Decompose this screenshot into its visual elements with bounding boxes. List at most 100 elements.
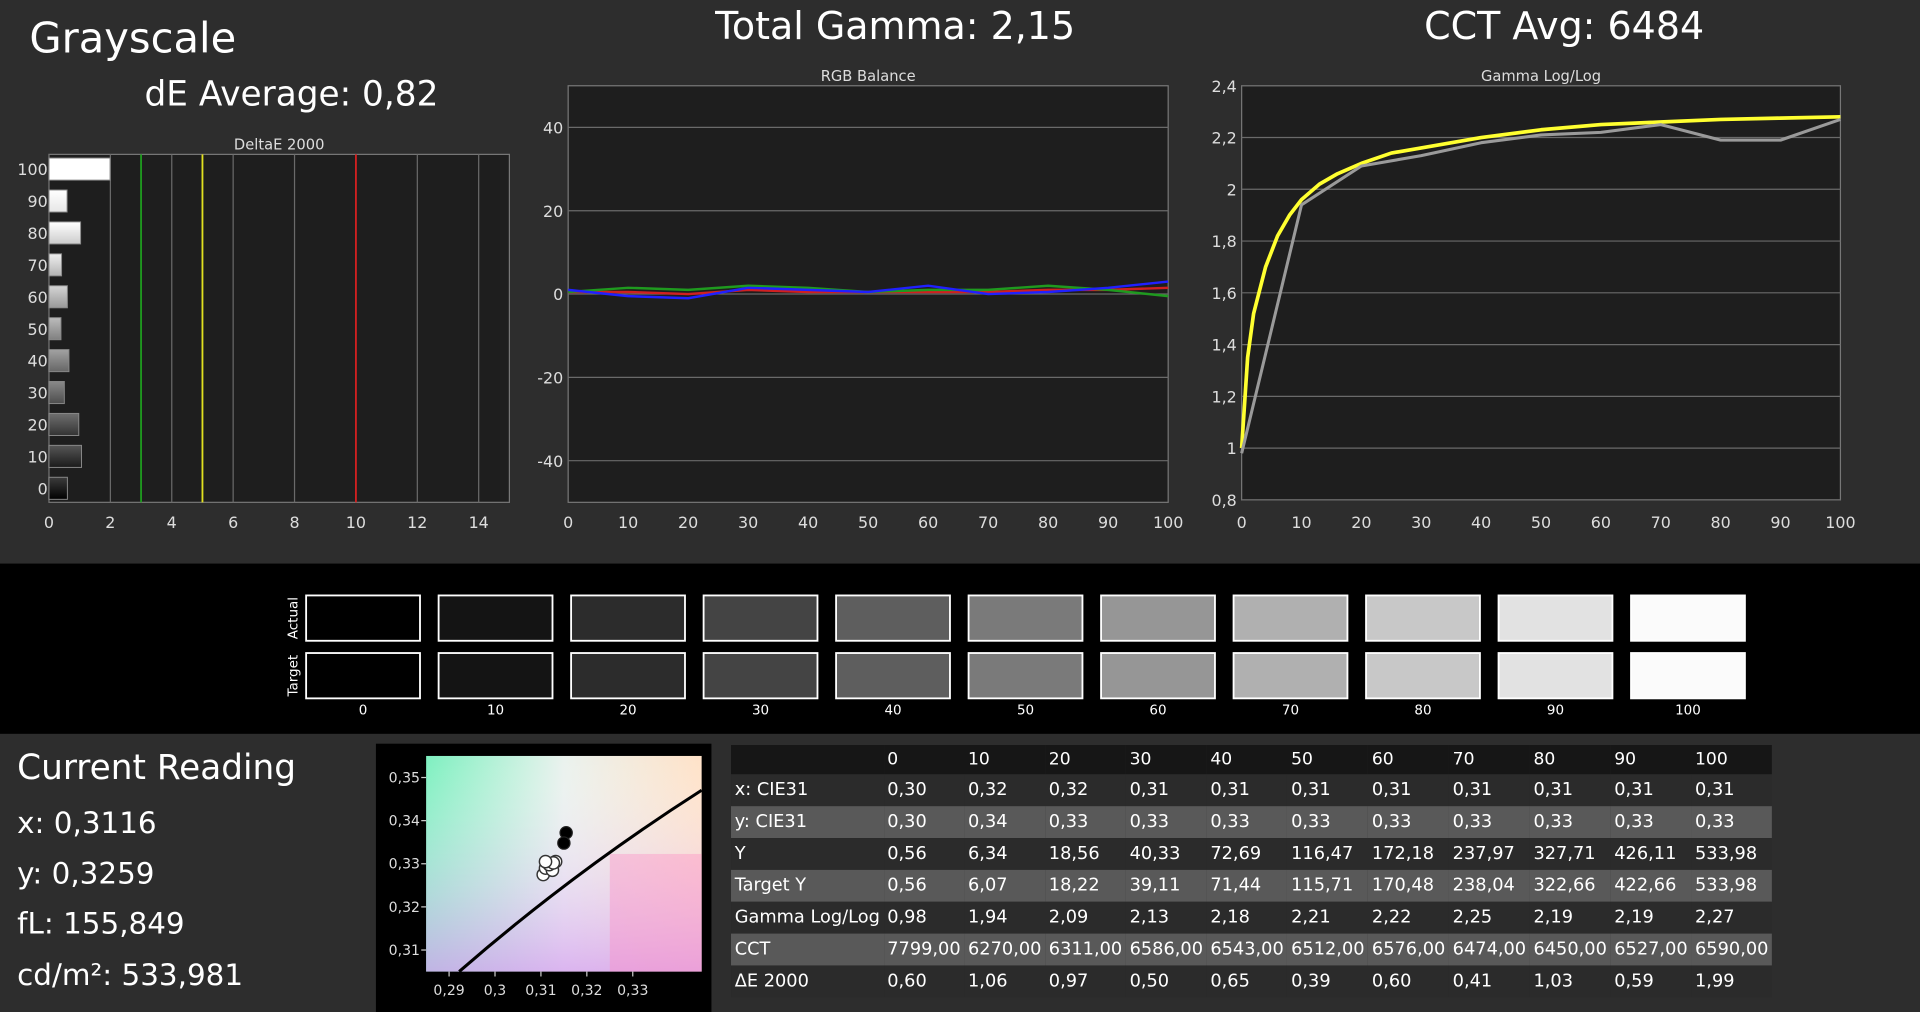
- page-title: Grayscale: [29, 14, 237, 64]
- table-cell: 238,04: [1449, 869, 1530, 902]
- rgb-y-tick: 0: [553, 285, 563, 304]
- gamma-title: Gamma Log/Log: [1481, 68, 1601, 85]
- gamma-target-line: [1239, 114, 1841, 449]
- table-cell: 0,32: [964, 774, 1046, 807]
- table-cell: 0,30: [883, 806, 965, 839]
- table-cell: 0,60: [1368, 965, 1450, 998]
- table-cell: 1,06: [964, 965, 1046, 998]
- cie-magenta-tint: [609, 853, 702, 972]
- deltae-x-tick: 10: [346, 513, 366, 532]
- table-cell: 0,33: [1449, 806, 1530, 839]
- cie-y-tick: 0,31: [389, 943, 420, 959]
- swatch-actual: [1497, 594, 1614, 642]
- swatch-panel: [0, 563, 1920, 734]
- table-cell: 170,48: [1368, 869, 1450, 902]
- gamma-x-tick: 100: [1825, 513, 1855, 532]
- table-cell: 0,33: [1610, 806, 1692, 839]
- gamma-x-tick: 0: [1237, 513, 1247, 532]
- cie-x-tick: 0,33: [617, 983, 648, 999]
- rgb-x-tick: 20: [678, 513, 698, 532]
- deltae-y-tick: 100: [17, 160, 47, 179]
- deltae-y-tick: 50: [28, 320, 48, 339]
- table-cell: 6586,00: [1125, 933, 1207, 966]
- gamma-y-tick: 2: [1227, 180, 1237, 199]
- rgb-y-tick: 40: [543, 119, 563, 138]
- table-cell: 426,11: [1610, 838, 1692, 870]
- gamma-x-tick: 30: [1411, 513, 1431, 532]
- deltae-y-tick: 80: [28, 224, 48, 243]
- swatch-target: [1100, 652, 1216, 700]
- deltae-y-tick: 70: [28, 256, 48, 275]
- swatch-actual: [305, 594, 421, 642]
- table-row: x: CIE31 0,30 0,32 0,32 0,31 0,31 0,31 0,31 0,31…: [731, 774, 1773, 807]
- table-cell: 2,18: [1206, 901, 1288, 934]
- deltae-bar: [48, 381, 65, 405]
- table-cell: 0,33: [1287, 806, 1369, 839]
- table-column-header: 100: [1691, 744, 1773, 775]
- gamma-y-tick: 1,6: [1211, 284, 1236, 303]
- table-cell: 0,56: [883, 869, 965, 902]
- planckian-locus: [458, 788, 703, 973]
- deltae-x-tick: 6: [228, 513, 238, 532]
- swatch-label: 100: [1675, 702, 1701, 718]
- cie-x-tick: 0,29: [433, 983, 464, 999]
- deltae-x-tick: 12: [407, 513, 427, 532]
- deltae-bar: [48, 285, 68, 309]
- deltae-y-tick: 30: [28, 384, 48, 403]
- table-cell: 0,97: [1045, 965, 1126, 998]
- table-row-label: ΔE 2000: [731, 965, 884, 998]
- swatch-label: 60: [1149, 702, 1166, 718]
- swatch-label: 80: [1414, 702, 1431, 718]
- table-cell: 0,31: [1287, 774, 1369, 807]
- rgb-x-tick: 100: [1153, 513, 1183, 532]
- rgb-x-tick: 60: [918, 513, 938, 532]
- swatch-label: 40: [884, 702, 901, 718]
- swatch-row-label-actual: Actual: [286, 597, 302, 639]
- rgb-y-tick: -40: [537, 452, 563, 471]
- gamma-x-tick: 20: [1351, 513, 1371, 532]
- table-row-label: CCT: [731, 933, 884, 966]
- deltae-y-tick: 90: [28, 192, 48, 211]
- reading-x: x: 0,3116: [17, 806, 157, 841]
- swatch-row-label-target: Target: [286, 655, 302, 698]
- table-cell: 533,98: [1691, 869, 1773, 902]
- rgb-series-blue: [568, 280, 1169, 300]
- cct-average: CCT Avg: 6484: [1424, 4, 1705, 50]
- table-cell: 6576,00: [1368, 933, 1450, 966]
- gamma-actual-line: [1240, 117, 1841, 454]
- swatch-target: [1232, 652, 1349, 700]
- table-cell: 533,98: [1691, 838, 1773, 870]
- swatch-label: 20: [619, 702, 636, 718]
- table-cell: 2,25: [1449, 901, 1530, 934]
- rgb-x-tick: 90: [1098, 513, 1118, 532]
- deltae-y-tick: 40: [28, 352, 48, 371]
- table-column-header: 20: [1045, 744, 1126, 775]
- table-cell: 0,33: [1045, 806, 1126, 839]
- table-cell: 0,33: [1691, 806, 1773, 839]
- table-cell: 322,66: [1529, 869, 1611, 902]
- deltae-y-tick: 10: [28, 448, 48, 467]
- table-cell: 0,50: [1125, 965, 1207, 998]
- table-cell: 0,31: [1368, 774, 1450, 807]
- gamma-x-tick: 90: [1770, 513, 1790, 532]
- swatch-actual: [835, 594, 951, 642]
- table-corner-cell: [731, 744, 884, 775]
- reading-cd: cd/m²: 533,981: [17, 958, 244, 993]
- table-cell: 0,39: [1287, 965, 1369, 998]
- rgb-x-tick: 0: [563, 513, 573, 532]
- deltae-y-tick: 0: [38, 479, 48, 498]
- table-column-header: 50: [1287, 744, 1369, 775]
- gamma-x-tick: 50: [1531, 513, 1551, 532]
- table-cell: 6,34: [964, 838, 1046, 870]
- table-cell: 0,31: [1449, 774, 1530, 807]
- table-row: ΔE 2000 0,60 1,06 0,97 0,50 0,65 0,39 0,60 0,41 1…: [731, 965, 1773, 998]
- table-cell: 0,31: [1529, 774, 1611, 807]
- cie-x-tick: 0,32: [571, 983, 602, 999]
- table-cell: 2,21: [1287, 901, 1369, 934]
- table-cell: 327,71: [1529, 838, 1611, 870]
- cie-background-overlay: [426, 755, 702, 972]
- deltae-x-tick: 0: [44, 513, 54, 532]
- table-cell: 0,31: [1610, 774, 1692, 807]
